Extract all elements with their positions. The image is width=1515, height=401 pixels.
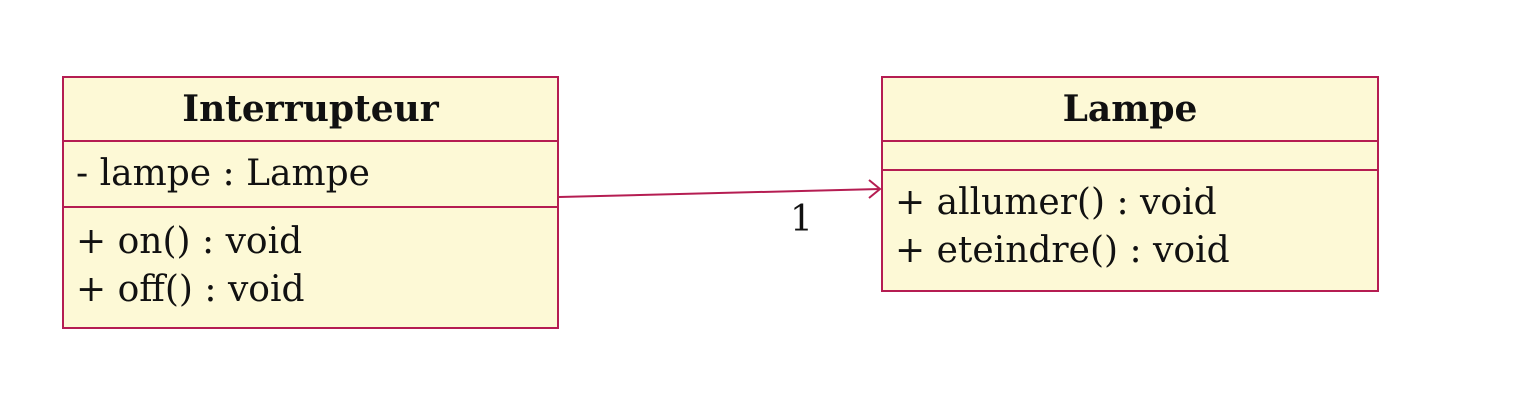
multiplicity-label: 1 [790, 199, 813, 240]
operation-eteindre: + eteindre() : void [895, 230, 1230, 271]
operation-off: + off() : void [76, 269, 305, 310]
arrowhead-icon [868, 179, 882, 199]
association-line [558, 188, 881, 198]
class-name-interrupteur: Interrupteur [64, 78, 557, 142]
attributes-compartment-lampe [883, 142, 1377, 171]
operation-allumer: + allumer() : void [895, 182, 1217, 223]
attributes-compartment-interrupteur: - lampe : Lampe [64, 142, 557, 208]
operation-on: + on() : void [76, 221, 303, 262]
class-name-lampe: Lampe [883, 78, 1377, 142]
attribute-lampe: - lampe : Lampe [76, 153, 370, 194]
class-box-interrupteur: Interrupteur - lampe : Lampe + on() : vo… [62, 76, 559, 329]
class-box-lampe: Lampe + allumer() : void + eteindre() : … [881, 76, 1379, 292]
operations-compartment-lampe: + allumer() : void + eteindre() : void [883, 171, 1377, 275]
operations-compartment-interrupteur: + on() : void + off() : void [64, 208, 557, 314]
